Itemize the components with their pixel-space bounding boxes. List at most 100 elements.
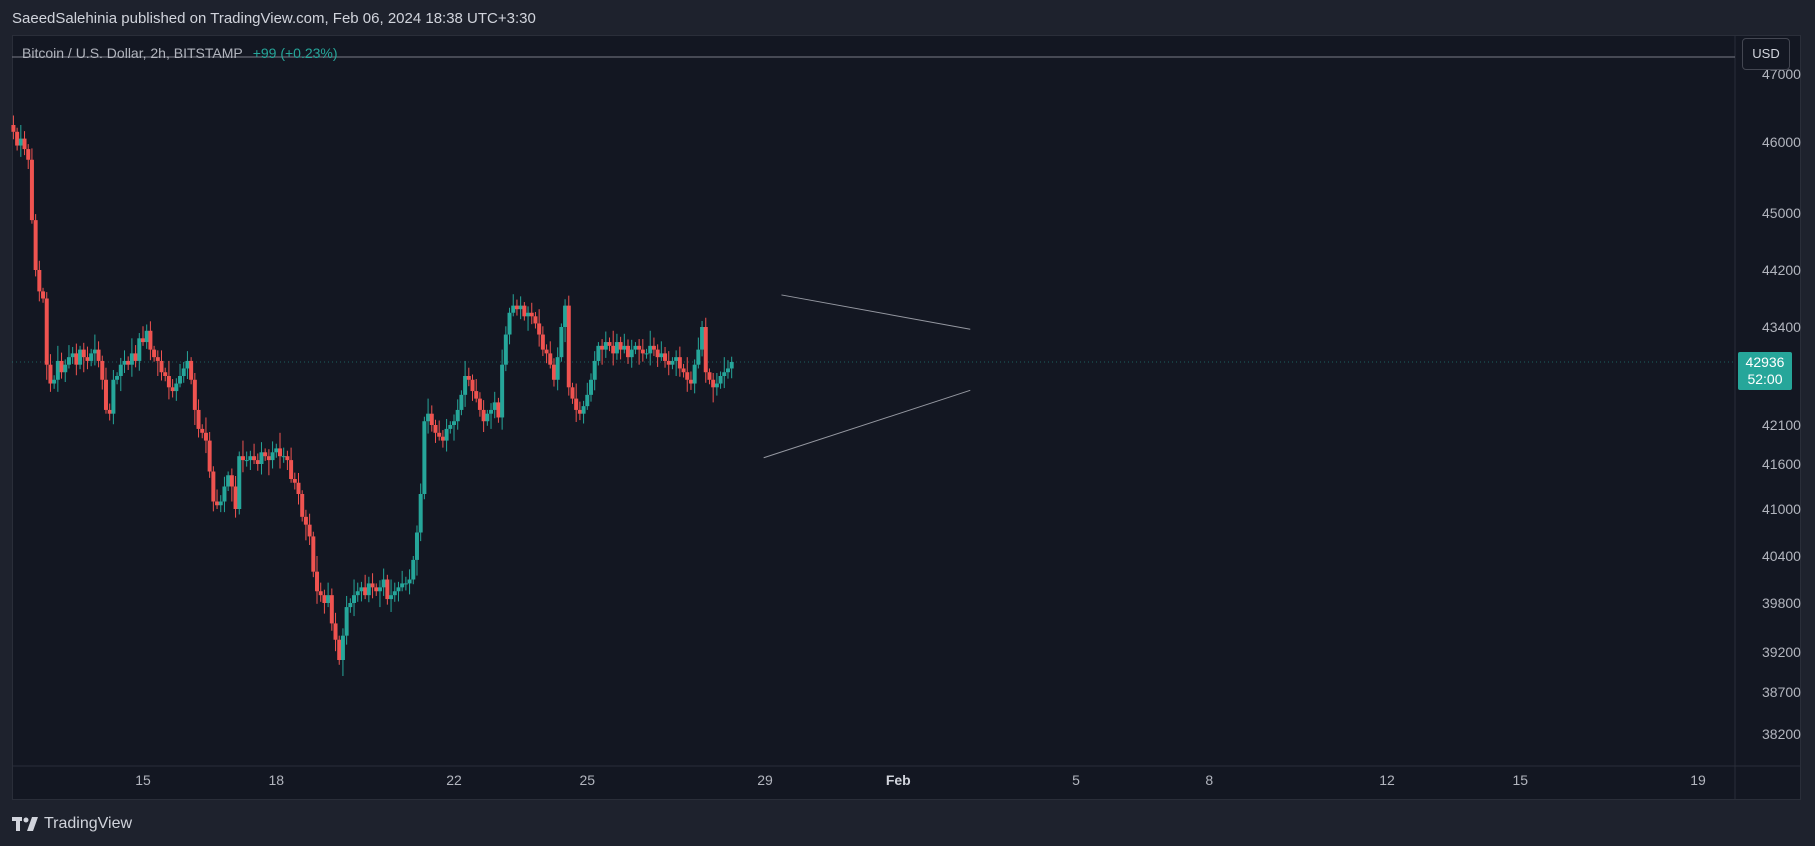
candle-body — [674, 357, 679, 361]
x-tick-label: 15 — [1512, 772, 1528, 788]
x-tick-label: 15 — [135, 772, 151, 788]
candle-body — [348, 603, 353, 608]
candle-body — [41, 291, 46, 299]
change-label: +99 (+0.23%) — [252, 45, 338, 61]
candle-body — [200, 428, 205, 433]
candle-body — [440, 436, 445, 441]
candle-body — [581, 406, 586, 414]
candle-body — [474, 391, 479, 399]
candle-body — [459, 394, 464, 410]
candle-body — [533, 316, 538, 324]
candle-body — [426, 413, 431, 422]
candle-body — [529, 312, 534, 317]
candle-body — [292, 479, 297, 483]
x-tick-label: 12 — [1379, 772, 1395, 788]
symbol-label: Bitcoin / U.S. Dollar, 2h, BITSTAMP — [22, 45, 243, 61]
candle-body — [585, 394, 590, 407]
candle-body — [263, 452, 268, 457]
candle-body — [370, 583, 375, 588]
candle-body — [477, 398, 482, 410]
candle-body — [555, 357, 560, 380]
candle-body — [444, 428, 449, 441]
candle-body — [544, 349, 549, 354]
candle-body — [355, 591, 360, 596]
candle-body — [11, 125, 16, 132]
candle-body — [433, 425, 438, 433]
candle-body — [700, 327, 705, 350]
candle-body — [155, 357, 160, 361]
y-tick-label: 39800 — [1762, 595, 1801, 611]
candle-body — [437, 432, 442, 437]
candle-body — [237, 456, 242, 509]
candle-body — [688, 379, 693, 384]
candle-body — [492, 402, 497, 410]
candle-body — [403, 583, 408, 585]
candle-body — [166, 376, 171, 388]
x-tick-label: 22 — [446, 772, 462, 788]
candle-body — [714, 383, 719, 388]
candle-body — [570, 387, 575, 399]
candle-body — [218, 501, 223, 506]
candle-body — [174, 383, 179, 392]
candle-body — [277, 448, 282, 457]
candle-body — [133, 353, 138, 361]
candle-body — [311, 536, 316, 572]
candle-body — [522, 305, 527, 317]
x-tick-label: 19 — [1690, 772, 1706, 788]
candle-body — [670, 360, 675, 365]
candle-body — [141, 338, 145, 343]
candle-body — [159, 360, 164, 373]
candle-body — [333, 623, 338, 640]
candle-body — [537, 323, 542, 335]
candle-body — [592, 360, 597, 380]
candle-body — [303, 516, 308, 525]
candle-body — [422, 421, 427, 494]
trendline[interactable] — [781, 294, 971, 330]
candle-body — [81, 349, 86, 358]
candle-body — [489, 409, 494, 414]
candle-body — [89, 353, 94, 361]
candle-body — [189, 360, 194, 380]
candle-body — [248, 456, 253, 461]
candle-body — [203, 432, 208, 441]
candle-body — [85, 357, 90, 361]
tradingview-logo[interactable]: TradingView — [12, 815, 132, 833]
tradingview-logo-icon — [12, 817, 38, 831]
candle-body — [315, 571, 320, 592]
candle-body — [322, 595, 327, 603]
candle-body — [215, 501, 220, 506]
candle-body — [152, 349, 157, 358]
candle-body — [233, 486, 238, 509]
candle-body — [29, 159, 34, 221]
candle-body — [385, 579, 390, 600]
candle-body — [270, 452, 275, 461]
candle-body — [185, 360, 190, 369]
candle-body — [381, 579, 386, 588]
y-tick-label: 46000 — [1762, 134, 1801, 150]
trendline[interactable] — [763, 389, 971, 459]
candle-body — [192, 379, 197, 410]
candle-body — [115, 376, 120, 380]
candle-body — [207, 440, 212, 472]
candle-body — [518, 305, 523, 310]
currency-button[interactable]: USD — [1742, 38, 1790, 70]
candle-body — [640, 349, 645, 354]
candle-body — [37, 270, 42, 292]
candle-body — [259, 452, 264, 464]
candle-body — [659, 353, 664, 358]
chart-pane[interactable] — [12, 35, 1801, 800]
tradingview-brand: TradingView — [44, 815, 133, 832]
candle-body — [685, 372, 690, 380]
candle-body — [100, 360, 105, 380]
candle-body — [729, 361, 734, 369]
candle-body — [377, 587, 382, 592]
candle-body — [178, 376, 183, 384]
y-tick-label: 38200 — [1762, 726, 1801, 742]
candle-body — [596, 345, 601, 361]
candle-body — [566, 305, 571, 388]
candle-body — [396, 587, 401, 592]
candle-body — [429, 413, 434, 425]
candle-body — [551, 364, 556, 380]
x-tick-label: 29 — [757, 772, 773, 788]
